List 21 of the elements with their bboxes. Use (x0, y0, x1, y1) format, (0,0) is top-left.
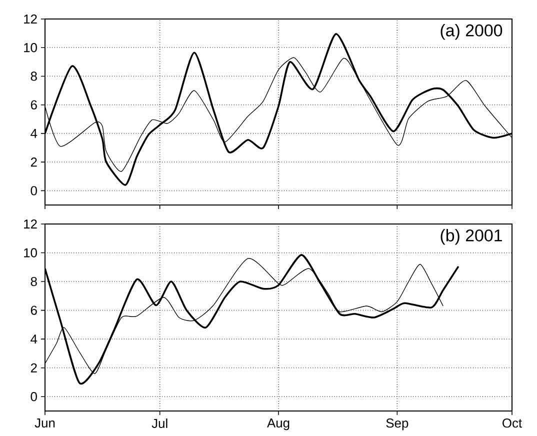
y-tick-label: 4 (30, 129, 38, 138)
y-tick-label: 0 (30, 392, 37, 402)
y-tick-label: 10 (24, 248, 37, 258)
y-tick-label: 8 (30, 276, 37, 286)
y-tick-label: 2 (30, 363, 37, 372)
x-tick-label: Jun (34, 418, 55, 428)
y-tick-label: 6 (30, 100, 37, 110)
y-tick-label: 12 (24, 14, 37, 24)
y-tick-label: 0 (30, 186, 37, 196)
x-tick-label: Oct (502, 418, 522, 428)
y-tick-label: 10 (24, 43, 37, 52)
y-tick-label: 4 (30, 334, 38, 344)
x-tick-label: Sep (386, 418, 408, 430)
x-tick-label: Aug (267, 418, 290, 430)
y-tick-label: 8 (30, 72, 37, 81)
y-tick-label: 2 (30, 158, 37, 167)
annotation: (b) 2001 (440, 229, 502, 245)
annotation: (a) 2000 (440, 24, 502, 40)
x-tick-label: Jul (152, 418, 168, 428)
y-tick-label: 12 (24, 219, 37, 229)
y-tick-label: 6 (30, 306, 37, 315)
